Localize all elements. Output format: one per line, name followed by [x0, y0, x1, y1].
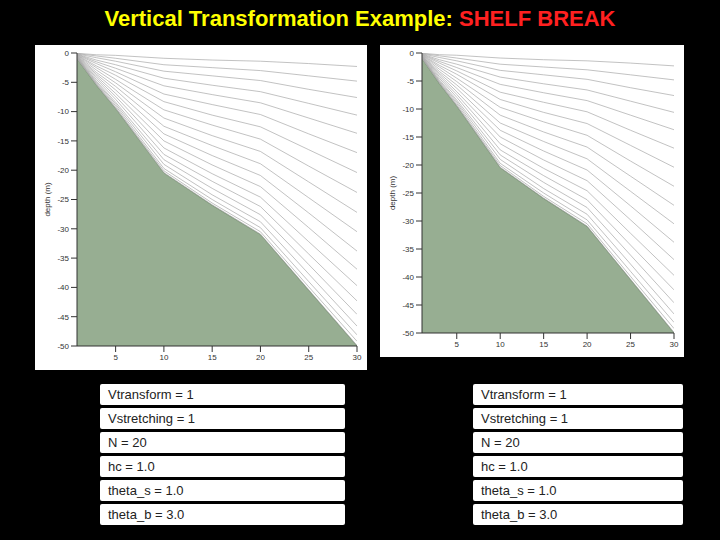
svg-text:-40: -40	[402, 273, 414, 282]
svg-text:30: 30	[353, 353, 362, 362]
html-text:Vtransform = 1: Vtransform = 1	[108, 387, 194, 402]
svg-text:-35: -35	[402, 245, 414, 254]
html-text:theta_b = 3.0: theta_b = 3.0	[481, 507, 558, 522]
svg-text:10: 10	[159, 353, 168, 362]
svg-text:-5: -5	[407, 77, 415, 86]
svg-text:-30: -30	[402, 217, 414, 226]
svg-text:15: 15	[539, 340, 548, 349]
html-text:hc = 1.0: hc = 1.0	[481, 459, 528, 474]
svg-text:25: 25	[626, 340, 635, 349]
html-text:hc = 1.0: hc = 1.0	[108, 459, 155, 474]
svg-text:-15: -15	[402, 133, 414, 142]
svg-text:0: 0	[410, 49, 415, 58]
svg-text:-25: -25	[402, 189, 414, 198]
svg-text:30: 30	[670, 340, 679, 349]
svg-text:5: 5	[455, 340, 460, 349]
svg-text:0: 0	[65, 49, 70, 58]
svg-text:depth (m): depth (m)	[388, 176, 397, 211]
html-text:theta_s = 1.0: theta_s = 1.0	[481, 483, 557, 498]
svg-text:20: 20	[583, 340, 592, 349]
svg-text:-20: -20	[402, 161, 414, 170]
svg-text:-15: -15	[57, 137, 69, 146]
svg-text:25: 25	[304, 353, 313, 362]
svg-text:-5: -5	[62, 78, 70, 87]
svg-text:-20: -20	[57, 166, 69, 175]
html-text:theta_b = 3.0: theta_b = 3.0	[108, 507, 185, 522]
svg-text:15: 15	[208, 353, 217, 362]
svg-text:-25: -25	[57, 195, 69, 204]
svg-text:-10: -10	[402, 105, 414, 114]
svg-text:-50: -50	[57, 342, 69, 351]
html-text:N = 20: N = 20	[108, 435, 147, 450]
html-text:Vertical Transformation Exampl: Vertical Transformation Example: SHELF B…	[104, 6, 616, 31]
svg-text:depth (m): depth (m)	[43, 182, 52, 217]
svg-text:5: 5	[113, 353, 118, 362]
svg-text:-10: -10	[57, 107, 69, 116]
svg-text:-50: -50	[402, 329, 414, 338]
html-text:Vstretching = 1: Vstretching = 1	[481, 411, 569, 426]
svg-text:-40: -40	[57, 283, 69, 292]
html-text:theta_s = 1.0: theta_s = 1.0	[108, 483, 184, 498]
html-text:Vstretching = 1: Vstretching = 1	[108, 411, 196, 426]
html-text:N = 20: N = 20	[481, 435, 520, 450]
svg-text:-30: -30	[57, 225, 69, 234]
svg-text:20: 20	[256, 353, 265, 362]
svg-text:-35: -35	[57, 254, 69, 263]
svg-text:10: 10	[496, 340, 505, 349]
svg-text:-45: -45	[57, 313, 69, 322]
html-text:Vtransform = 1: Vtransform = 1	[481, 387, 567, 402]
svg-text:-45: -45	[402, 301, 414, 310]
